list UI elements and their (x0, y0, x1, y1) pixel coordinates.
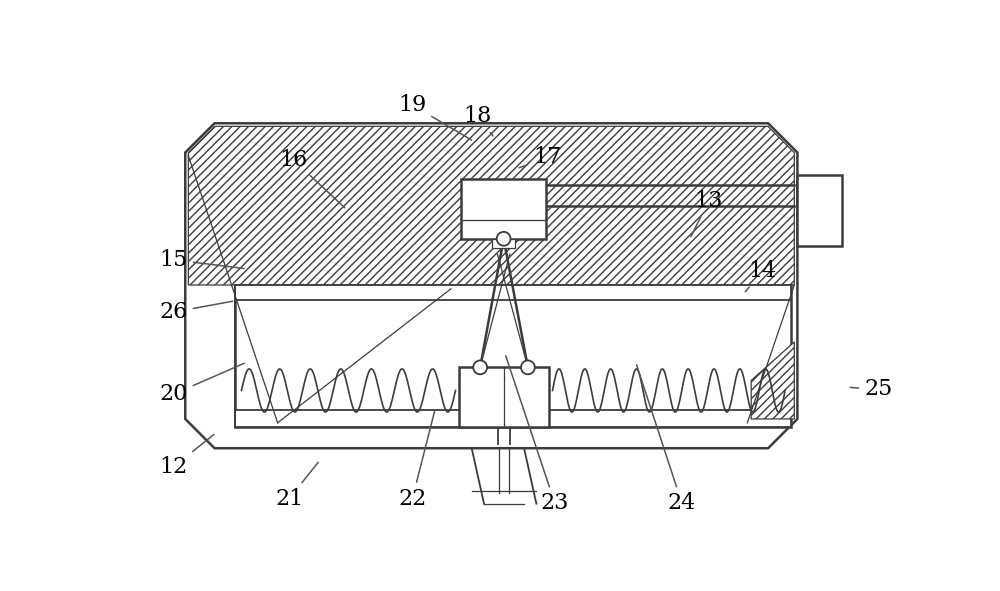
Text: 19: 19 (398, 94, 472, 140)
Text: 17: 17 (519, 147, 561, 168)
Polygon shape (185, 124, 797, 448)
Text: 18: 18 (464, 105, 493, 136)
Bar (235, 285, 791, 300)
Circle shape (473, 361, 487, 374)
Text: 14: 14 (745, 260, 777, 292)
Polygon shape (188, 126, 794, 285)
Bar (461, 178, 546, 239)
Text: 15: 15 (160, 249, 244, 271)
Text: 21: 21 (275, 462, 318, 509)
Polygon shape (751, 342, 794, 419)
Text: 16: 16 (279, 149, 345, 208)
Text: 26: 26 (160, 301, 233, 323)
Circle shape (521, 361, 535, 374)
Text: 24: 24 (637, 365, 696, 514)
Bar (492, 239, 515, 248)
Circle shape (497, 232, 511, 246)
Text: 25: 25 (850, 378, 892, 401)
Text: 13: 13 (691, 190, 723, 237)
Bar (235, 285, 791, 427)
Text: 20: 20 (160, 363, 244, 405)
Bar (459, 368, 549, 427)
Text: 23: 23 (506, 356, 569, 514)
Bar (797, 175, 842, 246)
Text: 12: 12 (160, 434, 214, 478)
Bar (235, 410, 791, 427)
Text: 22: 22 (398, 410, 435, 509)
